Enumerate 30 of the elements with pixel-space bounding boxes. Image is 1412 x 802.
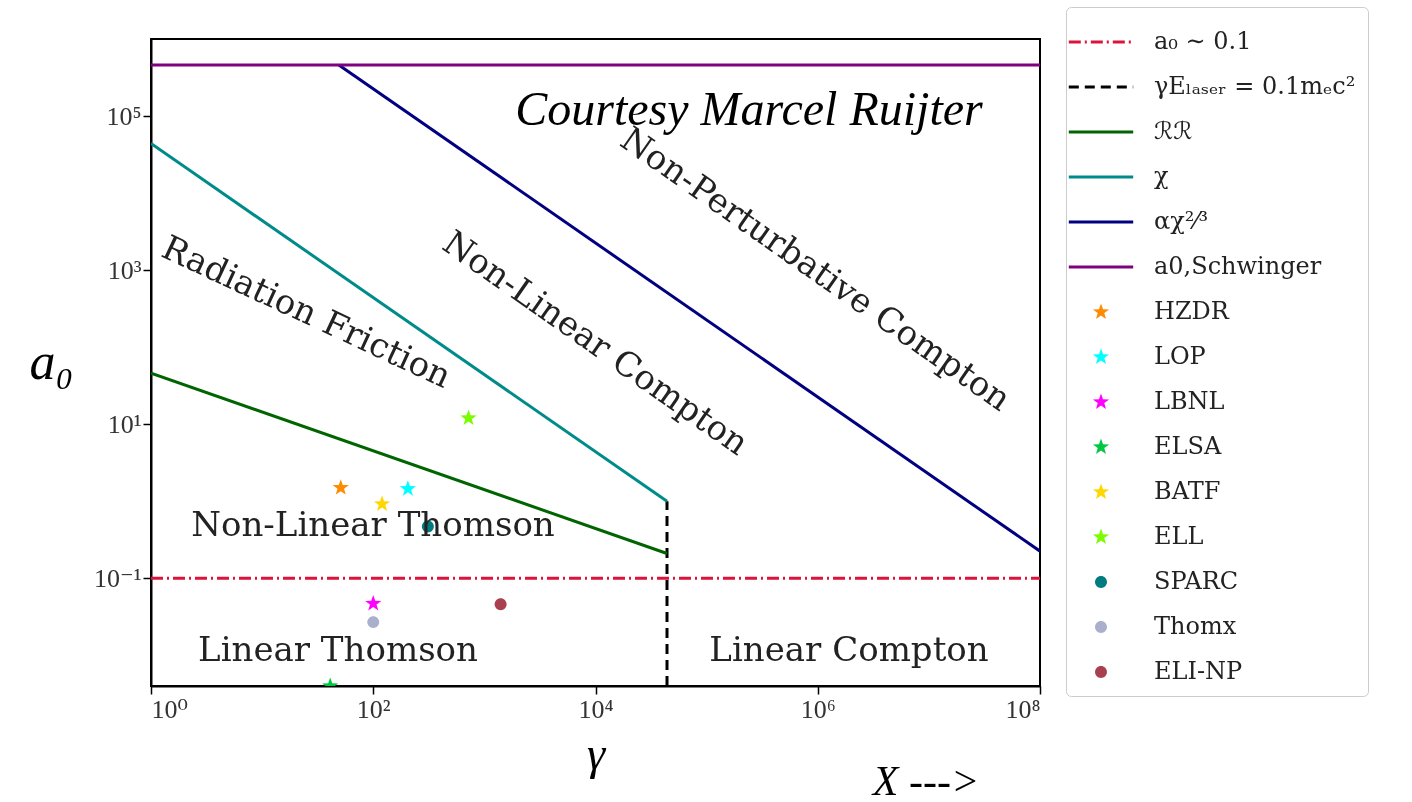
y-tick-label: 10¹: [107, 409, 142, 439]
annotation: Linear Thomson: [198, 629, 478, 669]
legend-label: Thomx: [1154, 612, 1237, 640]
legend-label: ELI-NP: [1154, 657, 1243, 685]
annotation: Non-Linear Thomson: [191, 504, 555, 544]
legend-label: SPARC: [1154, 567, 1239, 595]
x-tick-label: 10⁰: [151, 694, 188, 724]
legend-label: αχ²⁄³: [1154, 207, 1208, 235]
x-tick-label: 10⁴: [578, 694, 614, 724]
x-tick-label: 10⁶: [800, 694, 836, 724]
y-tick-label: 10³: [107, 255, 142, 285]
text: X --->: [870, 758, 980, 802]
legend-label: LOP: [1154, 342, 1206, 370]
annotation: Linear Compton: [709, 629, 989, 669]
x-tick-label: 10²: [356, 694, 391, 724]
legend-label: a₀ ∼ 0.1: [1154, 27, 1252, 55]
y-tick-label: 10⁻¹: [93, 563, 142, 593]
x-axis-title: γ: [586, 727, 607, 779]
legend-label: ELSA: [1154, 432, 1222, 460]
legend-label: γEₗₐₛₑᵣ = 0.1mₑc²: [1154, 72, 1356, 100]
legend-label: ELL: [1154, 522, 1204, 550]
legend-label: χ: [1154, 162, 1169, 190]
y-axis-title: a₀: [29, 333, 74, 390]
y-tick-label: 10⁵: [106, 101, 142, 131]
legend-label: BATF: [1154, 477, 1221, 505]
legend-label: HZDR: [1154, 297, 1230, 325]
x-tick-label: 10⁸: [1005, 694, 1041, 724]
legend-label: LBNL: [1154, 387, 1225, 415]
legend-label: ℛℛ: [1154, 117, 1193, 145]
legend-label: a0,Schwinger: [1154, 252, 1322, 280]
